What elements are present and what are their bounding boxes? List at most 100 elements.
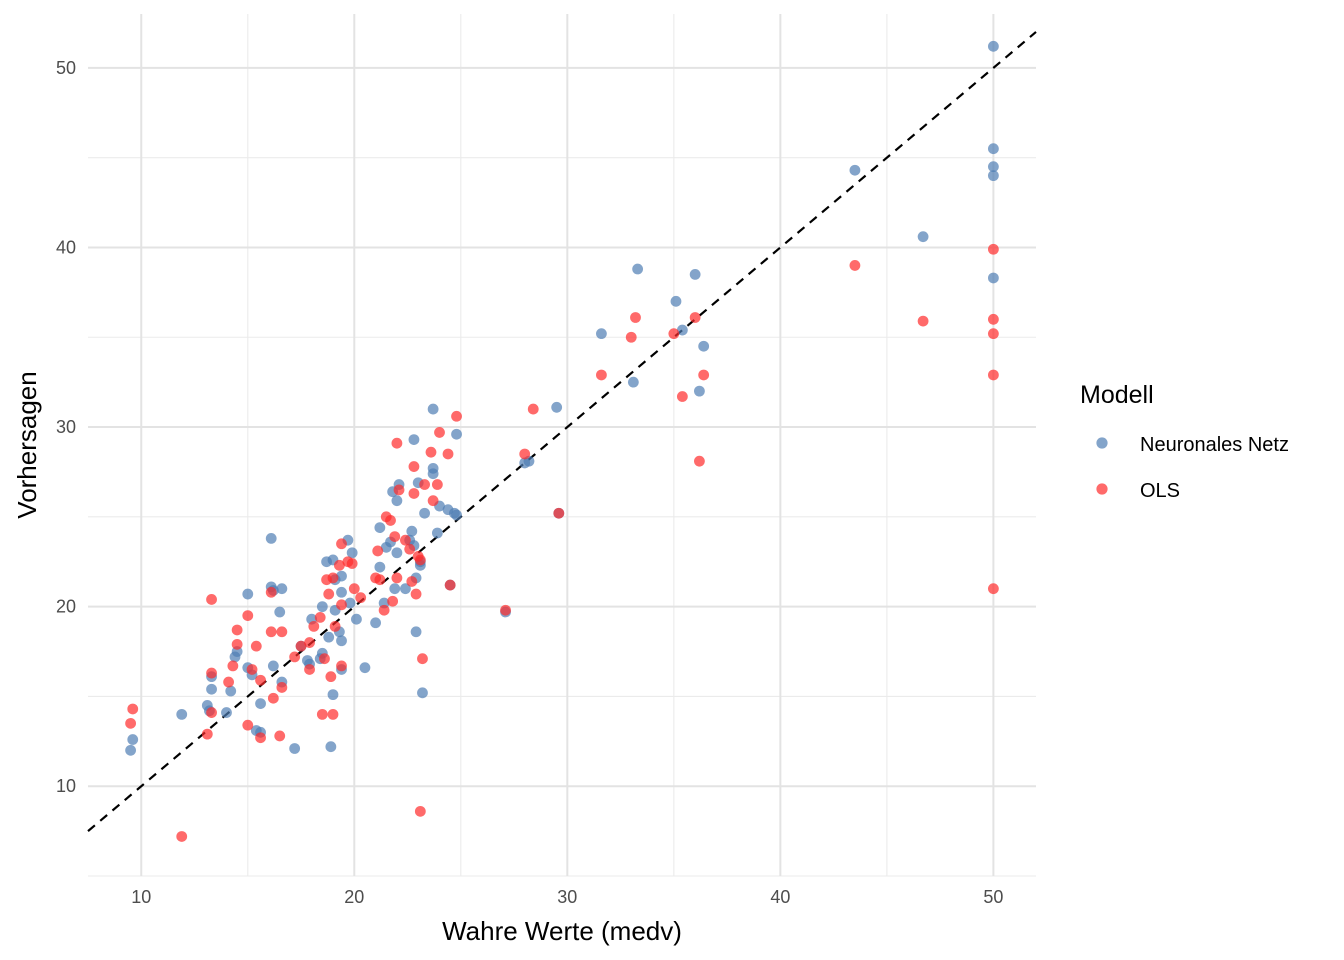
point-ols [327, 572, 339, 584]
point-neuronales-netz [391, 547, 403, 559]
point-ols [355, 592, 367, 604]
point-ols [304, 637, 315, 648]
point-ols [427, 495, 439, 507]
point-ols [346, 558, 358, 569]
point-ols [389, 531, 401, 542]
point-ols [246, 664, 258, 675]
point-neuronales-netz [242, 588, 254, 600]
point-ols [265, 586, 277, 598]
point-ols [596, 369, 607, 381]
point-neuronales-netz [427, 403, 439, 415]
point-ols [987, 313, 999, 325]
point-ols [419, 479, 430, 490]
point-ols [255, 674, 266, 686]
point-ols [316, 708, 328, 720]
legend-swatch-neuronales-netz [1096, 437, 1108, 449]
legend-title: Modell [1080, 381, 1154, 409]
point-ols [231, 638, 243, 650]
point-neuronales-netz [125, 744, 137, 756]
point-ols [689, 312, 701, 323]
point-neuronales-netz [917, 231, 929, 243]
point-ols [127, 703, 139, 715]
point-ols [391, 572, 403, 584]
point-neuronales-netz [344, 597, 356, 609]
point-ols [630, 312, 641, 323]
point-ols [378, 604, 390, 616]
point-neuronales-netz [596, 328, 607, 340]
point-ols [987, 243, 999, 255]
point-ols [206, 707, 217, 718]
point-ols [314, 612, 326, 623]
point-ols [206, 667, 217, 679]
point-ols [434, 427, 445, 438]
point-ols [325, 671, 337, 683]
point-neuronales-netz [221, 707, 232, 718]
x-tick-label: 40 [770, 887, 790, 907]
point-ols [276, 626, 288, 638]
point-neuronales-netz [316, 601, 328, 613]
y-tick-label: 50 [56, 58, 76, 78]
point-neuronales-netz [325, 741, 337, 753]
point-ols [391, 437, 403, 449]
point-neuronales-netz [400, 583, 411, 595]
point-ols [255, 732, 266, 744]
point-ols [372, 545, 384, 557]
legend-swatch-ols [1096, 483, 1108, 495]
y-tick-label: 30 [56, 417, 76, 437]
point-ols [201, 728, 213, 740]
point-neuronales-netz [267, 660, 279, 672]
point-neuronales-netz [265, 532, 277, 544]
x-tick-label: 50 [983, 887, 1003, 907]
minor-gridlines [88, 14, 1036, 877]
y-axis-ticks: 10 20 30 40 50 [56, 58, 76, 796]
point-ols [406, 576, 418, 587]
point-neuronales-netz [410, 626, 422, 638]
point-ols [442, 448, 454, 460]
point-neuronales-netz [336, 586, 347, 598]
point-neuronales-netz [359, 662, 371, 674]
point-neuronales-netz [419, 507, 430, 519]
point-ols [425, 446, 437, 458]
point-neuronales-netz [176, 708, 188, 720]
point-ols [393, 484, 405, 496]
point-ols [987, 583, 999, 595]
point-neuronales-netz [370, 617, 381, 629]
point-ols [295, 640, 307, 652]
point-neuronales-netz [127, 734, 139, 745]
point-neuronales-netz [374, 522, 386, 534]
point-ols [451, 410, 462, 422]
point-ols [206, 594, 217, 605]
point-ols [414, 805, 426, 817]
point-ols [408, 488, 420, 499]
point-ols [625, 331, 637, 343]
x-axis-title: Wahre Werte (medv) [442, 916, 682, 946]
point-neuronales-netz [451, 509, 462, 521]
point-ols [304, 664, 315, 675]
point-ols [694, 455, 705, 467]
point-ols [348, 583, 360, 595]
point-neuronales-netz [225, 685, 237, 697]
y-tick-label: 40 [56, 237, 76, 257]
point-neuronales-netz [987, 161, 999, 173]
point-ols [676, 391, 688, 402]
point-ols [231, 624, 243, 636]
point-neuronales-netz [206, 683, 217, 695]
point-neuronales-netz [551, 401, 563, 413]
point-neuronales-netz [323, 631, 335, 643]
point-ols [417, 653, 428, 665]
point-ols [176, 831, 188, 842]
point-ols [553, 507, 565, 519]
point-ols [327, 708, 339, 720]
point-ols [527, 403, 539, 415]
point-neuronales-netz [627, 376, 639, 388]
point-ols [323, 588, 335, 600]
legend-label-ols: OLS [1140, 480, 1180, 502]
point-ols [519, 448, 531, 460]
point-neuronales-netz [987, 40, 999, 52]
x-tick-label: 10 [131, 887, 151, 907]
point-ols [987, 369, 999, 381]
data-points [125, 40, 999, 842]
point-ols [267, 692, 279, 704]
point-ols [308, 620, 320, 632]
point-neuronales-netz [346, 547, 358, 559]
